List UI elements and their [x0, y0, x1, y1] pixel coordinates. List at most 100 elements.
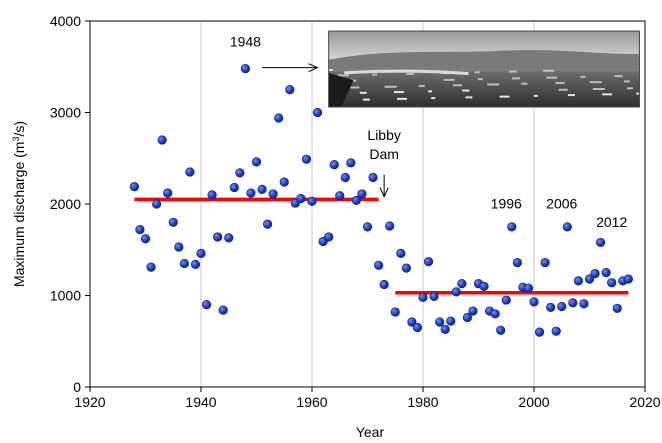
data-point: [601, 268, 611, 278]
data-point: [207, 190, 217, 200]
photo-building: [589, 81, 602, 84]
photo-building: [362, 98, 370, 101]
data-point: [218, 305, 228, 315]
ann-2006: 2006: [546, 196, 577, 212]
y-axis-label: Maximum discharge (m3/s): [11, 121, 27, 287]
ann-libby-line: Dam: [369, 146, 399, 162]
y-tick-label: 2000: [50, 196, 81, 212]
photo-building: [465, 96, 473, 99]
photo-building: [350, 86, 360, 89]
data-point: [446, 316, 456, 326]
photo-building: [431, 97, 436, 100]
data-point: [257, 184, 267, 194]
photo-building: [462, 89, 470, 92]
data-point: [285, 85, 295, 95]
ann-libby-line: Libby: [367, 127, 400, 143]
data-point: [435, 317, 445, 327]
x-tick-label: 1980: [407, 394, 438, 410]
data-point: [379, 279, 389, 290]
annotations: 1948 Libby Dam 1996 2006 2012: [230, 34, 628, 230]
photo-building: [499, 95, 510, 98]
data-point: [418, 292, 428, 302]
photo-hills: [328, 50, 640, 70]
data-point: [490, 309, 500, 319]
data-point: [579, 299, 589, 309]
data-point: [146, 262, 156, 272]
data-point: [307, 196, 317, 206]
photo-building: [602, 93, 613, 96]
photo-building: [474, 71, 480, 74]
data-point: [423, 257, 434, 267]
data-point: [301, 154, 312, 164]
data-point: [396, 248, 406, 259]
data-point: [623, 274, 633, 284]
data-point: [196, 248, 206, 259]
data-point: [590, 268, 600, 279]
data-point: [451, 287, 461, 297]
x-tick-label: 2020: [629, 394, 660, 410]
data-point: [457, 279, 467, 289]
data-point: [235, 168, 245, 178]
data-point: [468, 306, 478, 316]
data-point: [279, 177, 289, 187]
photo-building: [614, 75, 623, 78]
photo-building: [580, 75, 586, 78]
data-point: [479, 281, 489, 291]
photo-building: [477, 78, 483, 81]
photo-building: [512, 77, 521, 80]
data-point: [163, 188, 173, 198]
data-point: [346, 158, 356, 168]
x-axis-ticks: 1920 1940 1960 1980 2000 2020: [74, 387, 661, 410]
photo-building: [592, 88, 605, 91]
town-photo-inset: [328, 30, 641, 108]
photo-building: [406, 72, 415, 75]
y-tick-label: 0: [73, 379, 81, 395]
data-point: [329, 160, 339, 170]
data-point: [201, 300, 212, 310]
data-point: [429, 291, 439, 302]
data-point: [135, 225, 145, 235]
data-point: [584, 274, 595, 284]
data-point: [374, 260, 384, 270]
photo-building: [567, 94, 575, 97]
photo-building: [418, 84, 425, 87]
data-point: [562, 222, 572, 232]
data-point: [507, 222, 517, 232]
y-tick-label: 1000: [50, 288, 81, 304]
photo-building: [337, 74, 349, 77]
photo-building: [397, 97, 408, 100]
data-point: [390, 307, 400, 317]
data-point: [568, 298, 578, 308]
data-point: [246, 188, 256, 198]
photo-trees: [328, 72, 354, 108]
y-axis-ticks: 0 1000 2000 3000 4000: [50, 13, 90, 395]
photo-building: [428, 90, 433, 93]
data-point: [312, 107, 323, 118]
data-point: [551, 326, 561, 336]
data-point: [324, 232, 334, 242]
ann-1948: 1948: [230, 34, 261, 50]
data-point: [229, 182, 239, 193]
data-point: [274, 113, 284, 123]
ann-libby-arrowhead: [379, 187, 389, 198]
photo-building: [555, 81, 565, 84]
x-tick-label: 2000: [518, 394, 549, 410]
data-point: [129, 182, 139, 192]
data-point: [340, 172, 350, 183]
photo-building: [546, 76, 558, 79]
data-point: [251, 157, 262, 167]
trend-lines: [134, 197, 629, 295]
data-point: [152, 199, 162, 209]
data-point: [512, 257, 522, 268]
data-point: [268, 189, 278, 199]
data-point: [263, 219, 273, 229]
photo-building: [636, 92, 641, 95]
data-point: [557, 301, 567, 312]
data-point: [540, 257, 550, 268]
data-point: [140, 234, 151, 244]
data-point: [607, 278, 617, 288]
data-point: [335, 191, 345, 201]
ann-2012: 2012: [596, 214, 627, 230]
photo-building: [359, 91, 367, 94]
